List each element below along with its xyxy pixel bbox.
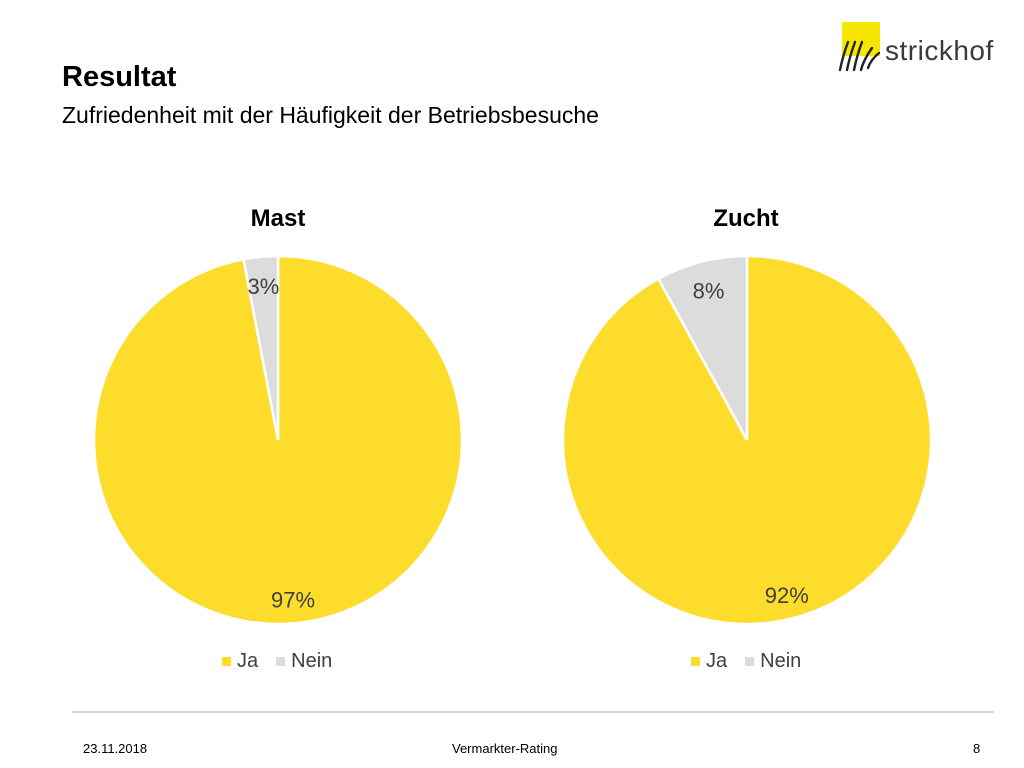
- legend-mast: Ja Nein: [222, 648, 350, 674]
- strickhof-logo: strickhof: [836, 22, 998, 76]
- logo-wordmark: strickhof: [885, 35, 994, 66]
- legend-label-ja: Ja: [706, 649, 728, 672]
- legend-swatch-ja: [691, 656, 700, 666]
- legend-label-ja: Ja: [237, 649, 259, 672]
- strickhof-logo-mark: [838, 22, 880, 72]
- legend-label-nein: Nein: [291, 649, 333, 672]
- page-subtitle: Zufriedenheit mit der Häufigkeit der Bet…: [62, 102, 599, 128]
- data-label-zucht-ja: 92%: [765, 583, 809, 608]
- pie-chart-mast: 97% 3%: [92, 254, 464, 626]
- legend-item-ja: Ja: [691, 650, 727, 673]
- chart-title-mast: Mast: [250, 205, 306, 232]
- legend-swatch-ja: [222, 656, 231, 666]
- legend-swatch-nein: [276, 656, 286, 666]
- page-title: Resultat: [62, 61, 177, 93]
- legend-item-ja: Ja: [222, 650, 258, 673]
- footer-title: Vermarkter-Rating: [452, 741, 558, 756]
- footer-divider: [72, 711, 994, 713]
- chart-title-zucht: Zucht: [713, 205, 779, 232]
- data-label-zucht-nein: 8%: [693, 278, 725, 303]
- pie-chart-zucht: 92% 8%: [561, 254, 933, 626]
- legend-label-nein: Nein: [760, 649, 802, 672]
- data-label-mast-nein: 3%: [248, 274, 280, 299]
- legend-item-nein: Nein: [276, 650, 332, 673]
- legend-zucht: Ja Nein: [691, 648, 819, 674]
- footer-date: 23.11.2018: [83, 741, 148, 756]
- pie-slice-mast-nein: [242, 254, 280, 441]
- page-number: 8: [973, 741, 981, 756]
- legend-item-nein: Nein: [745, 650, 801, 673]
- legend-swatch-nein: [745, 656, 755, 666]
- pie-slice-zucht-nein: [656, 254, 749, 441]
- data-label-mast-ja: 97%: [271, 587, 315, 612]
